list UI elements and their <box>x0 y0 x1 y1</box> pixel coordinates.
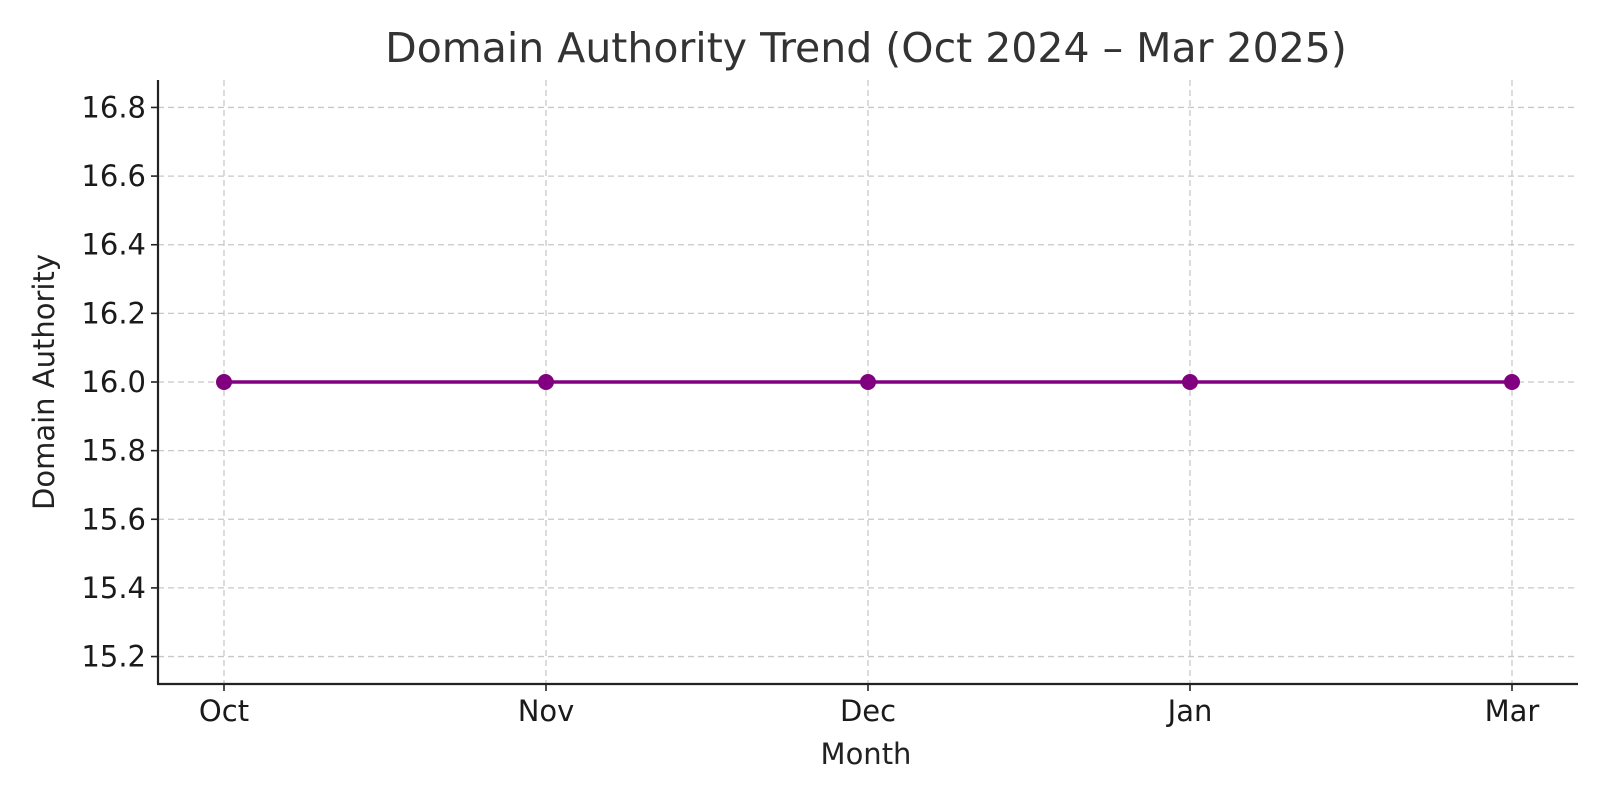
y-axis-label: Domain Authority <box>27 254 61 510</box>
x-tick-label: Mar <box>1485 694 1540 728</box>
chart-title: Domain Authority Trend (Oct 2024 – Mar 2… <box>385 24 1347 72</box>
y-tick-label: 16.6 <box>81 159 146 193</box>
data-point-jan <box>1182 374 1198 390</box>
x-tick-label: Oct <box>199 694 249 728</box>
data-point-dec <box>860 374 876 390</box>
y-tick-label: 15.4 <box>81 571 146 605</box>
y-tick-label: 15.2 <box>81 640 146 674</box>
y-tick-label: 16.8 <box>81 90 146 124</box>
y-tick-label: 16.4 <box>81 228 146 262</box>
y-axis-ticks: 15.2 15.4 15.6 15.8 16.0 16.2 16.4 16.6 16.8 <box>81 90 158 674</box>
x-tick-label: Nov <box>518 694 575 728</box>
data-point-nov <box>538 374 554 390</box>
x-axis-label: Month <box>821 737 912 771</box>
x-tick-label: Jan <box>1166 694 1213 728</box>
y-tick-label: 16.2 <box>81 296 146 330</box>
y-tick-label: 16.0 <box>81 365 146 399</box>
x-tick-label: Dec <box>840 694 896 728</box>
data-point-mar <box>1504 374 1520 390</box>
series <box>216 374 1520 390</box>
y-tick-label: 15.6 <box>81 502 146 536</box>
x-axis-ticks: Oct Nov Dec Jan Mar <box>199 684 1540 728</box>
y-tick-label: 15.8 <box>81 434 146 468</box>
data-point-oct <box>216 374 232 390</box>
